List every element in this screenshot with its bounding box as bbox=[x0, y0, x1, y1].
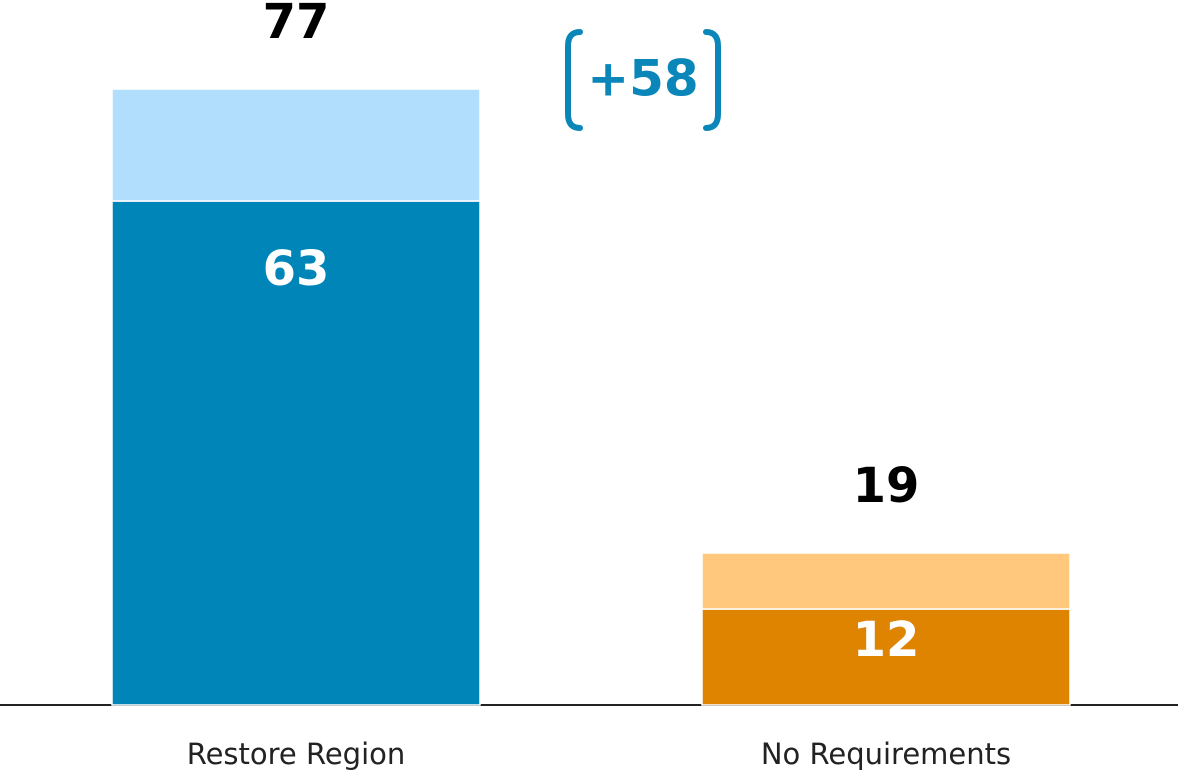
x-tick-label: Restore Region bbox=[187, 737, 406, 771]
annotation: +58 bbox=[587, 50, 698, 108]
segment-label: 63 bbox=[263, 241, 330, 297]
total-label: 77 bbox=[263, 0, 330, 50]
annotation-bracket bbox=[565, 29, 721, 131]
bracket-right bbox=[703, 29, 721, 131]
x-tick-label: No Requirements bbox=[761, 737, 1011, 771]
bracket-left bbox=[565, 29, 583, 131]
bar-segment bbox=[111, 88, 481, 202]
segment-label: 12 bbox=[853, 612, 920, 668]
total-label: 19 bbox=[853, 458, 920, 514]
bar-segment bbox=[701, 552, 1071, 610]
bar-segment bbox=[111, 200, 481, 706]
